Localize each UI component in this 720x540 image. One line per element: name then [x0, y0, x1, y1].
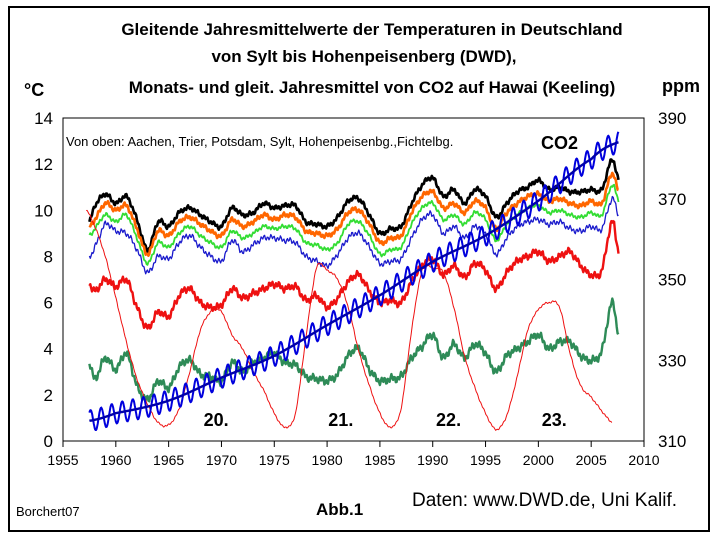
x-axis-tick-label: 2000 — [523, 452, 554, 468]
x-axis-tick-label: 1980 — [312, 452, 343, 468]
right-axis-tick-labels: 310 330 350 370 390 — [658, 109, 686, 451]
right-axis-tick-label: 330 — [658, 351, 686, 370]
left-axis-tick-label: 14 — [34, 109, 53, 128]
series-line-sylt — [88, 195, 619, 275]
x-axis-ticks: 1955 1960 1965 1970 1975 1980 1985 1990 1995 2000… — [47, 441, 660, 468]
co2-series-group — [88, 131, 620, 431]
cycle-label: 22. — [436, 410, 461, 430]
x-axis-tick-label: 1965 — [153, 452, 184, 468]
left-axis-unit: °C — [24, 80, 44, 100]
x-axis-tick-label: 1985 — [364, 452, 395, 468]
left-axis-tick-label: 8 — [44, 247, 53, 266]
right-axis-tick-label: 350 — [658, 271, 686, 290]
data-source: Daten: www.DWD.de, Uni Kalif. — [412, 490, 677, 511]
chart-title-line-2: von Sylt bis Hohenpeisenberg (DWD), — [211, 47, 516, 66]
chart-title-line-1: Gleitende Jahresmittelwerte der Temperat… — [121, 20, 622, 39]
cycle-label: 20. — [204, 410, 229, 430]
figure-frame — [8, 6, 710, 532]
x-axis-tick-label: 1995 — [470, 452, 501, 468]
left-axis-tick-label: 4 — [44, 340, 53, 359]
x-axis-tick-label: 1990 — [417, 452, 448, 468]
left-axis-tick-label: 6 — [44, 294, 53, 313]
cycle-label: 21. — [328, 410, 353, 430]
x-axis-tick-label: 1970 — [206, 452, 237, 468]
cycle-label: 23. — [542, 410, 567, 430]
legend-note: Von oben: Aachen, Trier, Potsdam, Sylt, … — [66, 134, 453, 149]
left-axis-tick-label: 10 — [34, 201, 53, 220]
plot-area — [62, 117, 645, 442]
left-axis-tick-labels: 0 2 4 6 8 10 12 14 — [34, 109, 53, 451]
right-axis-tick-label: 310 — [658, 432, 686, 451]
temperature-series — [86, 158, 620, 431]
series-line-trier — [88, 171, 619, 257]
author-credit: Borchert07 — [16, 504, 80, 519]
left-axis-tick-label: 12 — [34, 155, 53, 174]
left-axis-tick-label: 0 — [44, 432, 53, 451]
chart-title-line-3: Monats- und gleit. Jahresmittel von CO2 … — [129, 78, 615, 97]
series-line-hohenpeisenberg — [88, 219, 620, 330]
x-axis-tick-label: 1960 — [100, 452, 131, 468]
series-line-fichtelberg — [88, 297, 620, 403]
solar-cycle-labels: 20. 21. 22. 23. — [204, 410, 567, 430]
right-axis-unit: ppm — [662, 76, 700, 96]
co2-label: CO2 — [541, 133, 578, 153]
right-axis-tick-label: 390 — [658, 109, 686, 128]
x-axis-tick-label: 1975 — [259, 452, 290, 468]
series-line-aachen — [88, 158, 620, 253]
right-axis-tick-label: 370 — [658, 190, 686, 209]
x-axis-tick-label: 2005 — [576, 452, 607, 468]
x-axis-tick-label: 2010 — [628, 452, 659, 468]
left-axis-tick-label: 2 — [44, 386, 53, 405]
figure-label: Abb.1 — [316, 500, 363, 519]
x-axis-tick-label: 1955 — [47, 452, 78, 468]
co2-running-mean-line — [89, 141, 619, 422]
series-line-sunspot-cycle-scaled — [86, 209, 613, 431]
